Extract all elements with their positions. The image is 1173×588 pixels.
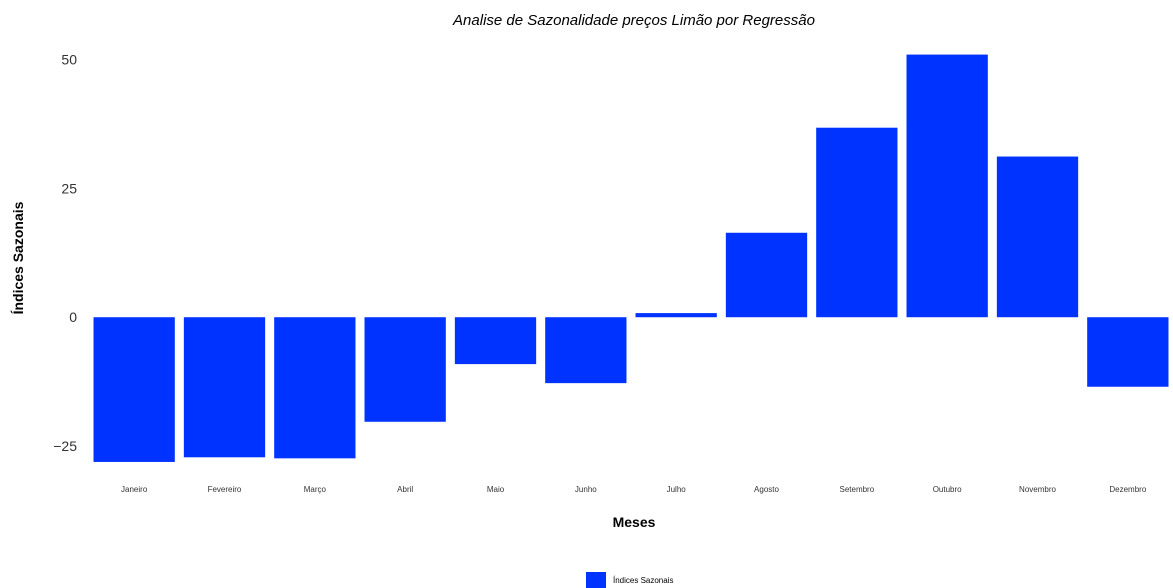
bar xyxy=(454,317,537,365)
bar xyxy=(725,232,808,318)
bar xyxy=(545,317,627,384)
x-tick-label: Outubro xyxy=(933,485,962,494)
x-tick-label: Julho xyxy=(667,485,687,494)
bars xyxy=(93,54,1169,462)
bar xyxy=(93,317,175,462)
bar xyxy=(183,317,266,458)
x-tick-label: Fevereiro xyxy=(208,485,242,494)
bar xyxy=(635,313,717,318)
bar xyxy=(1087,317,1169,387)
y-axis-label: Índices Sazonais xyxy=(10,201,26,314)
legend-label: Índices Sazonais xyxy=(613,576,673,585)
chart-title: Analise de Sazonalidade preços Limão por… xyxy=(452,12,815,29)
y-tick-label: 25 xyxy=(61,180,77,196)
bar xyxy=(996,156,1079,318)
x-tick-label: Março xyxy=(304,485,327,494)
x-axis-ticks: Janeiro Fevereiro Março Abril Maio Junho Julho… xyxy=(121,485,1147,494)
x-tick-label: Maio xyxy=(487,485,505,494)
x-tick-label: Abril xyxy=(397,485,413,494)
y-tick-label: −25 xyxy=(53,438,77,454)
x-axis-label: Meses xyxy=(613,514,656,530)
x-tick-label: Dezembro xyxy=(1109,485,1146,494)
bar xyxy=(274,317,356,459)
bar xyxy=(364,317,446,422)
y-tick-label: 0 xyxy=(69,309,77,325)
legend: Índices Sazonais xyxy=(586,572,673,588)
x-tick-label: Setembro xyxy=(839,485,874,494)
y-tick-label: 50 xyxy=(61,52,77,68)
legend-swatch xyxy=(586,572,606,588)
x-tick-label: Janeiro xyxy=(121,485,148,494)
x-tick-label: Agosto xyxy=(754,485,779,494)
bar xyxy=(906,54,988,318)
y-axis-ticks: −25 0 25 50 xyxy=(53,52,77,454)
bar xyxy=(816,127,898,318)
x-tick-label: Novembro xyxy=(1019,485,1056,494)
x-tick-label: Junho xyxy=(575,485,597,494)
